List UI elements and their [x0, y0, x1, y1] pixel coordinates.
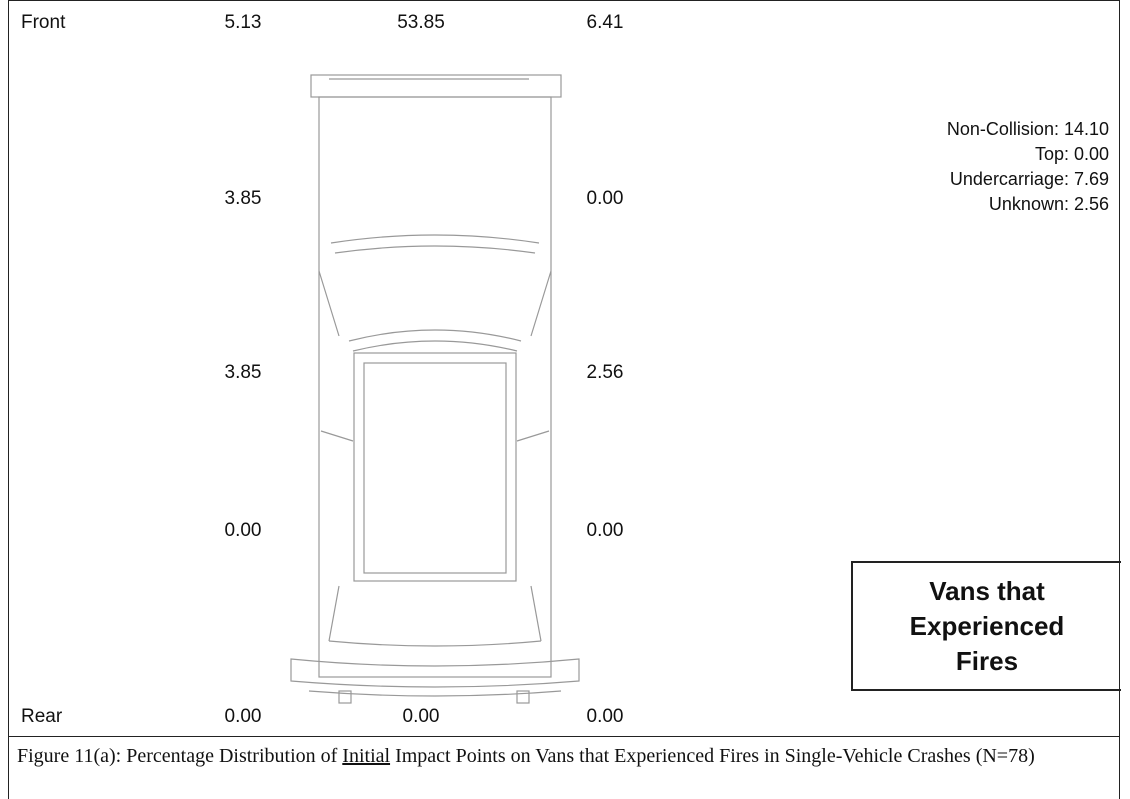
title-line: Experienced [909, 610, 1065, 641]
other-impact: Undercarriage: 7.69 [949, 169, 1109, 189]
caption-text: Figure 11(a): Percentage Distribution of [17, 745, 343, 767]
title-box: Vans that Experienced Fires [851, 561, 1121, 691]
title-line: Fires [955, 645, 1019, 676]
van-outline [290, 74, 580, 704]
diagram-frame: Front 5.13 53.85 6.41 3.85 3.85 0.00 0.0… [8, 0, 1121, 737]
caption-emphasis: Initial [342, 745, 391, 767]
impact-value: 0.00 [586, 188, 624, 209]
title-line: Vans that [929, 575, 1045, 606]
impact-value: 6.41 [586, 12, 624, 33]
impact-value: 5.13 [224, 12, 262, 33]
impact-value: 0.00 [402, 706, 440, 727]
impact-value: 3.85 [224, 188, 262, 209]
impact-value: 0.00 [224, 706, 262, 727]
rear-label: Rear [21, 706, 63, 727]
other-impact: Non-Collision: 14.10 [946, 119, 1109, 139]
impact-value: 0.00 [586, 520, 624, 541]
impact-value: 3.85 [224, 362, 262, 383]
impact-value: 0.00 [586, 706, 624, 727]
caption-text: Impact Points on Vans that Experienced F… [390, 745, 1035, 767]
impact-value: 2.56 [586, 362, 624, 383]
other-impact: Top: 0.00 [1034, 144, 1109, 164]
caption: Figure 11(a): Percentage Distribution of… [8, 736, 1120, 799]
other-impact: Unknown: 2.56 [988, 194, 1109, 214]
impact-value: 53.85 [397, 12, 445, 33]
impact-value: 0.00 [224, 520, 262, 541]
front-label: Front [21, 12, 66, 33]
